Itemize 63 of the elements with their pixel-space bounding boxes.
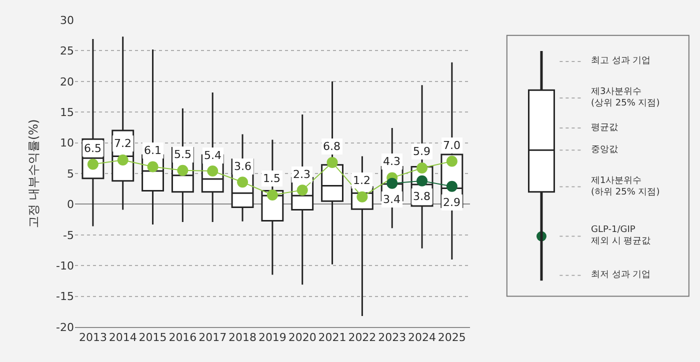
y-tick-label: 0 (67, 198, 74, 212)
text: 제1사분위수 (하위 25% 지점) (591, 176, 660, 198)
data-label: 3.4 (383, 193, 400, 206)
data-label: 3.6 (234, 160, 252, 173)
point (416, 175, 428, 186)
y-tick-label: 25 (60, 44, 74, 58)
point (237, 176, 248, 188)
point (207, 166, 218, 177)
y-tick-label: -5 (63, 228, 74, 242)
text: 제3사분위수 (상위 25% 지점) (591, 87, 660, 109)
y-tick-label: -15 (56, 290, 74, 304)
y-tick-label: 5 (67, 167, 74, 180)
point (177, 164, 188, 176)
x-tick-label: 2014 (108, 331, 137, 344)
x-tick-label: 2022 (348, 331, 376, 344)
point (356, 191, 368, 202)
y-tick-label: 10 (60, 136, 74, 150)
x-tick-label: 2020 (288, 331, 316, 344)
point (326, 156, 338, 168)
y-tick-label: 20 (60, 75, 74, 88)
y-tick-label: 15 (60, 106, 74, 119)
data-label: 2.9 (443, 196, 460, 209)
point (296, 184, 308, 196)
data-label: 6.8 (323, 140, 340, 153)
point (117, 154, 128, 166)
data-label: 5.5 (174, 148, 192, 161)
data-label: 7.2 (114, 137, 132, 150)
point (446, 156, 458, 167)
y-tick-label: 30 (60, 14, 74, 27)
x-tick-label: 2019 (258, 331, 286, 344)
x-tick-label: 2018 (228, 331, 257, 344)
text: 중앙값 (591, 145, 618, 155)
y-axis-title: 고정 내부수익률(%) (26, 119, 40, 228)
data-label: 5.4 (204, 149, 222, 162)
text: GLP-1/GIP 제외 시 평균값 (591, 225, 651, 247)
text: 평균값 (591, 123, 618, 133)
point (87, 158, 98, 170)
data-label: 4.3 (383, 155, 400, 168)
data-label: 6.5 (84, 142, 102, 155)
x-tick-label: 2013 (78, 331, 107, 344)
x-tick-label: 2015 (138, 331, 167, 344)
x-tick-label: 2023 (378, 331, 406, 344)
x-tick-label: 2017 (198, 331, 227, 344)
data-label: 5.9 (413, 145, 430, 158)
data-label: 1.2 (353, 174, 370, 187)
data-label: 1.5 (263, 172, 280, 185)
x-tick-label: 2024 (408, 331, 436, 344)
point (386, 178, 398, 189)
x-tick-label: 2016 (168, 331, 197, 344)
y-tick-label: -20 (56, 320, 74, 334)
text: 최고 성과 기업 (591, 56, 651, 66)
text: 최저 성과 기업 (591, 270, 651, 280)
point (446, 180, 458, 192)
point (147, 161, 158, 172)
x-tick-label: 2025 (438, 331, 466, 344)
y-tick-label: -10 (56, 259, 74, 272)
point (416, 162, 428, 174)
point (266, 189, 278, 200)
x-tick-label: 2021 (318, 331, 346, 344)
data-label: 2.3 (293, 168, 310, 181)
data-label: 7.0 (443, 139, 460, 152)
data-label: 6.1 (144, 144, 162, 157)
data-label: 3.8 (413, 190, 430, 203)
